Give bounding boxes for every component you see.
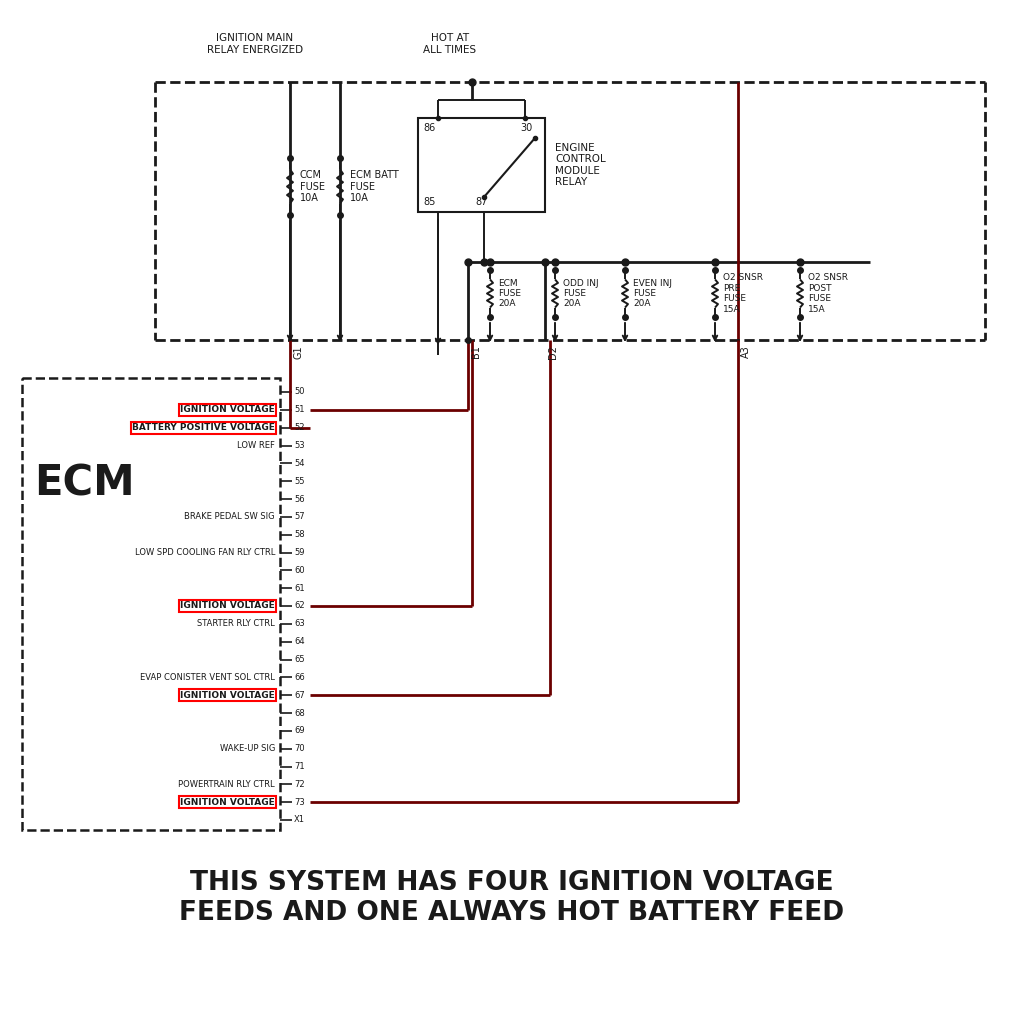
Text: D2: D2 bbox=[548, 345, 558, 359]
Text: 64: 64 bbox=[294, 637, 304, 646]
Text: STARTER RLY CTRL: STARTER RLY CTRL bbox=[198, 620, 275, 629]
Text: 86: 86 bbox=[423, 123, 435, 133]
Text: O2 SNSR
POST
FUSE
15A: O2 SNSR POST FUSE 15A bbox=[808, 273, 848, 314]
Text: 63: 63 bbox=[294, 620, 305, 629]
Text: CCM
FUSE
10A: CCM FUSE 10A bbox=[300, 170, 325, 203]
Text: IGNITION VOLTAGE: IGNITION VOLTAGE bbox=[180, 691, 275, 699]
Text: IGNITION MAIN
RELAY ENERGIZED: IGNITION MAIN RELAY ENERGIZED bbox=[207, 33, 303, 55]
Text: EVAP CONISTER VENT SOL CTRL: EVAP CONISTER VENT SOL CTRL bbox=[140, 673, 275, 682]
Text: 59: 59 bbox=[294, 548, 304, 557]
Text: 54: 54 bbox=[294, 459, 304, 468]
Text: 61: 61 bbox=[294, 583, 304, 592]
Text: BRAKE PEDAL SW SIG: BRAKE PEDAL SW SIG bbox=[184, 513, 275, 522]
Text: ECM BATT
FUSE
10A: ECM BATT FUSE 10A bbox=[350, 170, 398, 203]
Text: POWERTRAIN RLY CTRL: POWERTRAIN RLY CTRL bbox=[178, 780, 275, 789]
Text: 51: 51 bbox=[294, 406, 304, 415]
Text: LOW REF: LOW REF bbox=[238, 441, 275, 450]
Text: EVEN INJ
FUSE
20A: EVEN INJ FUSE 20A bbox=[633, 278, 672, 309]
Text: G1: G1 bbox=[293, 345, 303, 358]
Text: 69: 69 bbox=[294, 726, 304, 736]
Bar bbox=[418, 118, 545, 212]
Text: 67: 67 bbox=[294, 691, 305, 699]
Text: BATTERY POSITIVE VOLTAGE: BATTERY POSITIVE VOLTAGE bbox=[132, 423, 275, 432]
Text: O2 SNSR
PRE
FUSE
15A: O2 SNSR PRE FUSE 15A bbox=[723, 273, 763, 314]
Text: 66: 66 bbox=[294, 673, 305, 682]
Text: 56: 56 bbox=[294, 494, 304, 503]
Text: WAKE-UP SIG: WAKE-UP SIG bbox=[219, 745, 275, 753]
Text: 60: 60 bbox=[294, 566, 304, 575]
Text: 55: 55 bbox=[294, 476, 304, 485]
Text: A3: A3 bbox=[741, 345, 751, 358]
Text: ODD INJ
FUSE
20A: ODD INJ FUSE 20A bbox=[563, 278, 599, 309]
Text: 53: 53 bbox=[294, 441, 304, 450]
Text: LOW SPD COOLING FAN RLY CTRL: LOW SPD COOLING FAN RLY CTRL bbox=[134, 548, 275, 557]
Text: THIS SYSTEM HAS FOUR IGNITION VOLTAGE
FEEDS AND ONE ALWAYS HOT BATTERY FEED: THIS SYSTEM HAS FOUR IGNITION VOLTAGE FE… bbox=[179, 870, 845, 926]
Text: 68: 68 bbox=[294, 708, 305, 717]
Text: ECM
FUSE
20A: ECM FUSE 20A bbox=[498, 278, 521, 309]
Text: ECM: ECM bbox=[34, 463, 134, 504]
Text: IGNITION VOLTAGE: IGNITION VOLTAGE bbox=[180, 798, 275, 806]
Text: 71: 71 bbox=[294, 762, 304, 771]
Text: 85: 85 bbox=[423, 197, 435, 207]
Text: 65: 65 bbox=[294, 655, 304, 664]
Text: 57: 57 bbox=[294, 513, 304, 522]
Bar bbox=[22, 378, 280, 830]
Text: 30: 30 bbox=[520, 123, 532, 133]
Text: IGNITION VOLTAGE: IGNITION VOLTAGE bbox=[180, 406, 275, 415]
Text: 73: 73 bbox=[294, 798, 305, 806]
Text: 62: 62 bbox=[294, 601, 304, 610]
Text: 87: 87 bbox=[475, 197, 487, 207]
Text: X1: X1 bbox=[294, 815, 305, 824]
Text: HOT AT
ALL TIMES: HOT AT ALL TIMES bbox=[424, 33, 476, 55]
Text: ENGINE
CONTROL
MODULE
RELAY: ENGINE CONTROL MODULE RELAY bbox=[555, 142, 606, 188]
Text: IGNITION VOLTAGE: IGNITION VOLTAGE bbox=[180, 601, 275, 610]
Text: 58: 58 bbox=[294, 530, 304, 539]
Text: 50: 50 bbox=[294, 387, 304, 397]
Text: 72: 72 bbox=[294, 780, 304, 789]
Text: 52: 52 bbox=[294, 423, 304, 432]
Text: B1: B1 bbox=[471, 345, 481, 358]
Text: 70: 70 bbox=[294, 745, 304, 753]
